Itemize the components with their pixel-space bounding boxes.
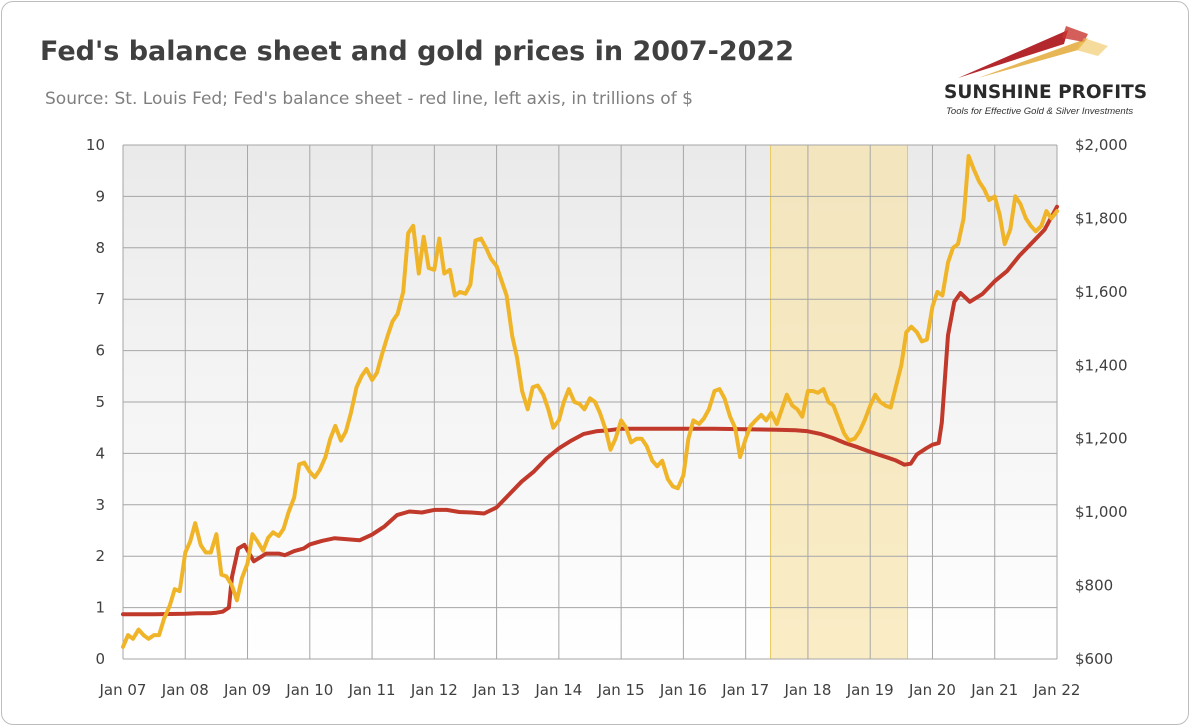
left-tick-label: 2 — [95, 547, 105, 565]
right-tick-label: $1,600 — [1075, 283, 1128, 301]
left-tick-label: 4 — [95, 444, 105, 462]
x-tick-label: Jan 16 — [659, 681, 707, 699]
x-tick-label: Jan 20 — [908, 681, 956, 699]
x-axis: Jan 07 Jan 08 Jan 09 Jan 10 Jan 11 Jan 12 Jan … — [99, 681, 1081, 699]
x-tick-label: Jan 18 — [783, 681, 831, 699]
left-tick-label: 10 — [86, 136, 105, 154]
left-tick-label: 3 — [95, 496, 105, 514]
right-tick-label: $1,000 — [1075, 503, 1128, 521]
x-tick-label: Jan 10 — [285, 681, 333, 699]
x-tick-label: Jan 17 — [721, 681, 769, 699]
logo-tagline: Tools for Effective Gold & Silver Invest… — [946, 106, 1134, 117]
x-tick-label: Jan 21 — [970, 681, 1018, 699]
gridlines — [122, 144, 1058, 660]
chart-subtitle: Source: St. Louis Fed; Fed's balance she… — [45, 89, 693, 109]
x-tick-label: Jan 09 — [223, 681, 271, 699]
x-tick-label: Jan 13 — [472, 681, 520, 699]
x-tick-label: Jan 12 — [410, 681, 458, 699]
chart-title: Fed's balance sheet and gold prices in 2… — [40, 36, 794, 67]
x-tick-label: Jan 19 — [846, 681, 894, 699]
x-tick-label: Jan 22 — [1033, 681, 1081, 699]
gold-price-line — [121, 154, 1059, 649]
x-tick-label: Jan 14 — [534, 681, 582, 699]
left-tick-label: 9 — [95, 187, 105, 205]
left-tick-label: 7 — [95, 290, 105, 308]
logo-swoosh-icon — [958, 26, 1108, 78]
x-tick-label: Jan 11 — [348, 681, 396, 699]
x-tick-label: Jan 07 — [99, 681, 147, 699]
left-tick-label: 5 — [95, 393, 105, 411]
x-tick-label: Jan 15 — [597, 681, 645, 699]
fed-balance-sheet-line — [121, 204, 1059, 617]
sunshine-profits-logo: SUNSHINE PROFITS Tools for Effective Gol… — [938, 20, 1178, 120]
left-tick-label: 1 — [95, 599, 105, 617]
right-tick-label: $1,800 — [1075, 209, 1128, 227]
right-tick-label: $1,200 — [1075, 430, 1128, 448]
right-tick-label: $2,000 — [1075, 136, 1128, 154]
x-tick-label: Jan 08 — [161, 681, 209, 699]
left-tick-label: 8 — [95, 239, 105, 257]
left-tick-label: 6 — [95, 342, 105, 360]
right-axis: $600 $800 $1,000 $1,200 $1,400 $1,600 $1,800 $2… — [1075, 136, 1128, 668]
logo-name: SUNSHINE PROFITS — [944, 82, 1148, 103]
series-lines — [121, 154, 1059, 649]
left-axis: 0 1 2 3 4 5 6 7 8 9 10 — [86, 136, 105, 668]
right-tick-label: $600 — [1075, 650, 1113, 668]
left-tick-label: 0 — [95, 650, 105, 668]
right-tick-label: $800 — [1075, 577, 1113, 595]
right-tick-label: $1,400 — [1075, 356, 1128, 374]
